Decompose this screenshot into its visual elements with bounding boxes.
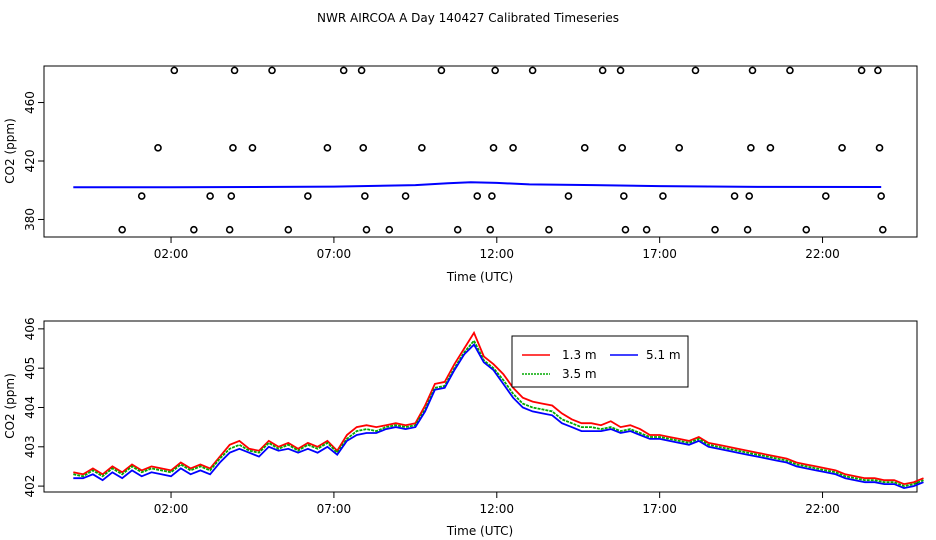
bottom-x-tick-label: 07:00 <box>317 502 352 516</box>
data-point <box>528 66 537 75</box>
bottom-x-axis-label: Time (UTC) <box>446 524 513 538</box>
bottom-panel: 402 403 404 405 406 02:00 07:00 12:00 17:00 22:0… <box>3 317 924 538</box>
data-point <box>857 66 866 75</box>
data-point <box>206 192 214 200</box>
top-x-tick-label: 02:00 <box>154 247 189 261</box>
bottom-x-tick-label: 22:00 <box>805 502 840 516</box>
bottom-y-axis-label: CO2 (ppm) <box>3 373 17 439</box>
data-point <box>304 192 312 200</box>
data-point <box>284 225 293 234</box>
data-point <box>137 192 146 200</box>
data-point <box>659 192 667 200</box>
bottom-x-tick-label: 17:00 <box>642 502 677 516</box>
data-point <box>268 66 276 75</box>
data-point <box>564 192 573 200</box>
data-point <box>385 225 394 234</box>
data-point <box>878 225 887 234</box>
data-point <box>362 225 371 234</box>
data-point <box>225 225 234 234</box>
data-point <box>227 192 236 200</box>
data-point <box>154 144 162 152</box>
data-point <box>230 66 239 75</box>
bottom-x-tick-label: 02:00 <box>154 502 189 516</box>
data-point <box>875 144 884 152</box>
bottom-plot-frame <box>43 320 918 493</box>
data-point <box>675 144 684 152</box>
top-y-tick-label: 460 <box>23 91 37 114</box>
data-point <box>486 225 495 234</box>
data-point <box>190 225 198 234</box>
chart-title: NWR AIRCOA A Day 140427 Calibrated Times… <box>317 11 619 25</box>
data-point <box>766 144 775 152</box>
data-point <box>786 66 794 75</box>
data-point <box>711 225 719 234</box>
data-point <box>642 225 651 234</box>
top-plot-frame <box>43 65 918 238</box>
bottom-y-tick-label: 402 <box>23 475 37 498</box>
data-point <box>580 144 589 152</box>
data-point <box>488 192 496 200</box>
data-point <box>748 66 757 75</box>
top-x-tick-label: 07:00 <box>317 247 352 261</box>
data-point <box>691 66 700 75</box>
data-point <box>229 144 237 152</box>
top-x-axis-label: Time (UTC) <box>446 270 513 284</box>
data-point <box>473 192 482 200</box>
legend-label-1-3m: 1.3 m <box>562 348 597 362</box>
data-point <box>821 192 830 200</box>
data-point <box>620 192 628 200</box>
data-point <box>401 192 410 200</box>
data-point <box>453 225 462 234</box>
data-point <box>730 192 739 200</box>
legend-label-5-1m: 5.1 m <box>646 348 681 362</box>
bottom-y-tick-label: 404 <box>23 396 37 419</box>
bottom-y-tick-label: 403 <box>23 435 37 458</box>
bottom-y-tick-label: 405 <box>23 357 37 380</box>
data-point <box>743 225 752 234</box>
top-baseline-line <box>73 181 882 189</box>
data-point <box>489 144 498 152</box>
data-point <box>170 66 179 75</box>
data-point <box>838 144 846 152</box>
data-point <box>357 66 366 75</box>
data-point <box>361 192 369 200</box>
data-point <box>616 66 625 75</box>
top-y-tick-label: 420 <box>23 150 37 173</box>
top-y-tick-label: 380 <box>23 208 37 231</box>
data-point <box>437 66 446 75</box>
data-point <box>248 144 257 152</box>
data-point <box>621 225 630 234</box>
data-point <box>877 192 885 200</box>
series-line-5-1--m <box>73 343 924 490</box>
top-x-tick-label: 12:00 <box>479 247 514 261</box>
top-y-axis-label: CO2 (ppm) <box>3 118 17 184</box>
data-point <box>745 192 754 200</box>
data-point <box>874 66 882 75</box>
legend-box <box>511 335 689 388</box>
bottom-x-tick-label: 12:00 <box>479 502 514 516</box>
data-point <box>598 66 607 75</box>
series-line-1-3--m <box>73 330 924 486</box>
data-point <box>509 144 517 152</box>
bottom-y-tick-label: 406 <box>23 317 37 340</box>
data-point <box>802 225 811 234</box>
top-x-tick-label: 22:00 <box>805 247 840 261</box>
top-x-tick-label: 17:00 <box>642 247 677 261</box>
data-point <box>545 225 553 234</box>
data-point <box>339 66 348 75</box>
data-point <box>618 144 626 152</box>
data-point <box>323 144 332 152</box>
data-point <box>491 66 499 75</box>
data-point <box>118 225 126 234</box>
top-panel: 380 420 460 02:00 07:00 12:00 17:00 22:00 Time… <box>3 65 918 284</box>
data-point <box>359 144 368 152</box>
legend: 1.3 m 5.1 m 3.5 m <box>511 335 689 388</box>
series-line-3-5--m <box>73 339 924 488</box>
data-point <box>418 144 426 152</box>
data-point <box>747 144 755 152</box>
legend-label-3-5m: 3.5 m <box>562 367 597 381</box>
